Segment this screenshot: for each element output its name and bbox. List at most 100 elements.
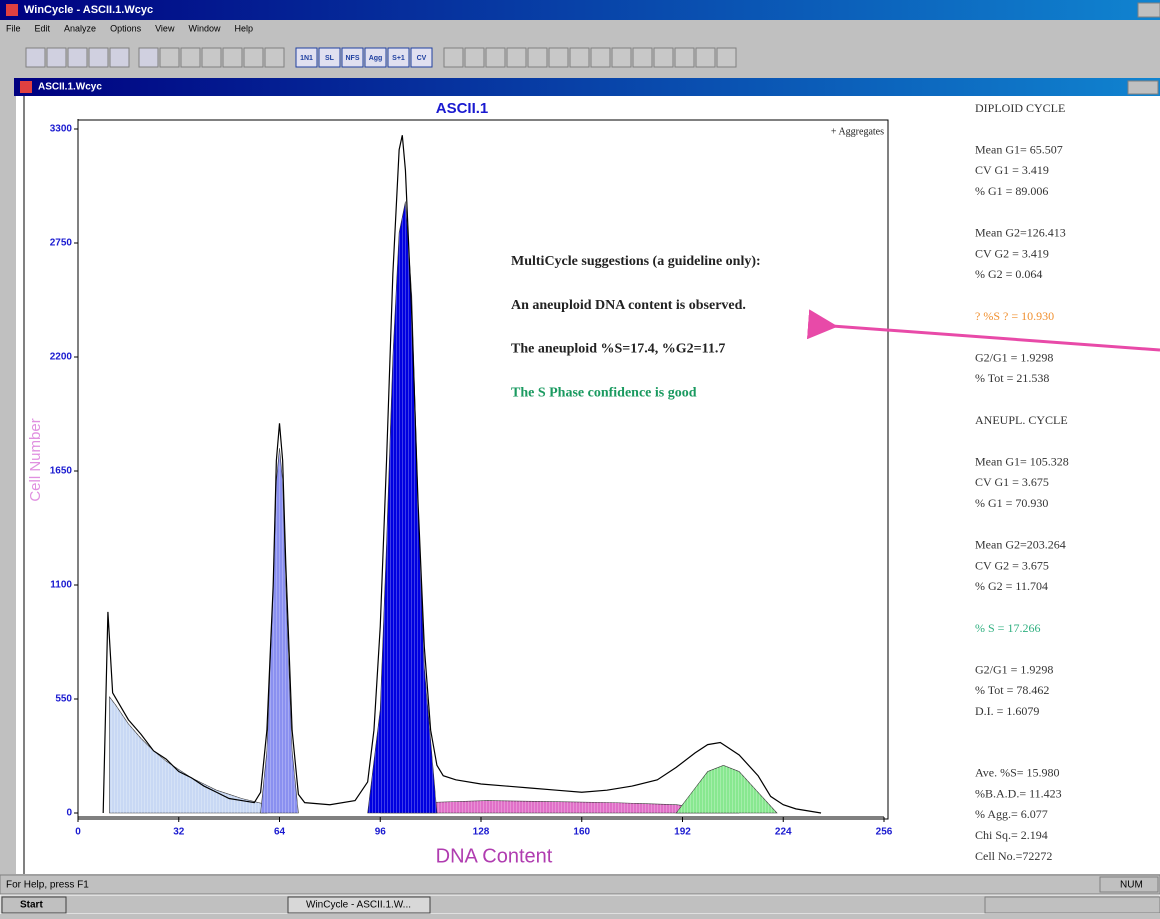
plot-frame	[77, 119, 889, 820]
tool-button[interactable]	[138, 47, 159, 68]
menu-item[interactable]: Options	[110, 23, 142, 33]
tool-button[interactable]	[67, 47, 88, 68]
x-tick-label: 64	[274, 827, 286, 838]
y-tick-label: 0	[66, 808, 72, 819]
tool-label: Agg	[369, 55, 383, 62]
tool-button[interactable]	[674, 47, 695, 68]
annotation: + Aggregates	[831, 126, 884, 137]
y-tick-label: 550	[55, 694, 72, 705]
y-tick-label: 1100	[50, 580, 72, 591]
stat-line: CV G1 = 3.419	[975, 163, 1049, 177]
tool-button[interactable]	[716, 47, 737, 68]
menu-item[interactable]: Window	[188, 23, 221, 33]
tool-label: 1N1	[300, 55, 313, 62]
tool-button[interactable]	[464, 47, 485, 68]
tool-button[interactable]	[485, 47, 506, 68]
tool-button[interactable]	[25, 47, 46, 68]
tool-button[interactable]	[410, 47, 433, 68]
area-hatch	[676, 765, 777, 813]
stat-line: Mean G2=203.264	[975, 538, 1066, 552]
area-hatch	[260, 448, 299, 813]
x-tick-label: 128	[473, 827, 490, 838]
suggestion: MultiCycle suggestions (a guideline only…	[511, 254, 761, 269]
stat-line: % Agg.= 6.077	[975, 807, 1048, 821]
stat-line: CV G2 = 3.675	[975, 558, 1049, 572]
y-tick-label: 2750	[50, 238, 73, 249]
menu-item[interactable]: File	[6, 23, 21, 33]
tool-button[interactable]	[695, 47, 716, 68]
tool-button[interactable]	[590, 47, 611, 68]
suggestion: An aneuploid DNA content is observed.	[511, 298, 746, 313]
menu-item[interactable]: Analyze	[64, 23, 96, 33]
stat-line: CV G1 = 3.675	[975, 475, 1049, 489]
tool-button[interactable]	[387, 47, 410, 68]
tool-button[interactable]	[264, 47, 285, 68]
tool-button[interactable]	[443, 47, 464, 68]
x-tick-label: 224	[775, 827, 792, 838]
stat-line: % Tot = 78.462	[975, 683, 1049, 697]
stat-line: % G1 = 70.930	[975, 496, 1048, 510]
doc-controls[interactable]	[1127, 80, 1159, 95]
tool-button[interactable]	[159, 47, 180, 68]
x-axis-label: DNA Content	[436, 845, 553, 867]
stat-line: G2/G1 = 1.9298	[975, 662, 1053, 676]
chart: ASCII.1 + Aggregates DNA Content Cell Numbe…	[27, 100, 893, 867]
menu-bg	[0, 20, 1160, 36]
window-title: WinCycle - ASCII.1.Wcyc	[24, 4, 153, 16]
window-controls[interactable]	[1137, 2, 1160, 18]
y-tick-label: 2200	[50, 352, 73, 363]
x-tick-label: 192	[674, 827, 691, 838]
stat-line: Mean G1= 65.507	[975, 142, 1063, 156]
start-button[interactable]	[1, 896, 67, 914]
tool-button[interactable]	[243, 47, 264, 68]
pointer-arrow	[806, 309, 1160, 352]
tool-button[interactable]	[222, 47, 243, 68]
stats-panel: DIPLOID CYCLE Mean G1= 65.507 CV G1 = 3.41…	[975, 101, 1069, 863]
status-pane	[1099, 876, 1159, 893]
stat-line: % G1 = 89.006	[975, 184, 1048, 198]
task-label: WinCycle - ASCII.1.W...	[306, 900, 411, 911]
stat-line: D.I. = 1.6079	[975, 704, 1039, 718]
stat-line: Mean G2=126.413	[975, 226, 1066, 240]
title-bar	[0, 0, 1160, 20]
tool-button[interactable]	[548, 47, 569, 68]
menu-item[interactable]: Help	[234, 23, 253, 33]
tool-button[interactable]	[653, 47, 674, 68]
stat-line: G2/G1 = 1.9298	[975, 350, 1053, 364]
tool-button[interactable]	[569, 47, 590, 68]
doc-title: ASCII.1.Wcyc	[38, 82, 102, 93]
tool-label: SL	[325, 55, 335, 62]
area-hatch	[380, 800, 740, 813]
stat-line: Ave. %S= 15.980	[975, 766, 1060, 780]
menu-item[interactable]: View	[155, 23, 175, 33]
tool-button[interactable]	[341, 47, 364, 68]
tool-button[interactable]	[46, 47, 67, 68]
tool-button[interactable]	[632, 47, 653, 68]
tool-button[interactable]	[506, 47, 527, 68]
tool-button[interactable]	[109, 47, 130, 68]
doc-title-bar	[14, 78, 1160, 96]
tool-label: S+1	[392, 55, 405, 62]
tool-button[interactable]	[318, 47, 341, 68]
tool-button[interactable]	[611, 47, 632, 68]
y-tick-label: 3300	[50, 124, 73, 135]
status-help: For Help, press F1	[6, 880, 89, 891]
tool-button[interactable]	[364, 47, 387, 68]
x-tick-label: 160	[573, 827, 590, 838]
toolbar: 1N1 SL NFS Agg S+1 CV	[0, 38, 1160, 76]
tool-label: NFS	[346, 55, 360, 62]
stat-line: % Tot = 21.538	[975, 371, 1049, 385]
x-tick-label: 0	[75, 827, 81, 838]
tool-button[interactable]	[295, 47, 318, 68]
tool-button[interactable]	[527, 47, 548, 68]
task-button[interactable]	[287, 896, 431, 914]
stat-line: % S = 17.266	[975, 621, 1040, 635]
stat-line: CV G2 = 3.419	[975, 246, 1049, 260]
tool-button[interactable]	[201, 47, 222, 68]
y-tick-label: 1650	[50, 466, 73, 477]
tool-button[interactable]	[88, 47, 109, 68]
tool-button[interactable]	[180, 47, 201, 68]
menu-item[interactable]: Edit	[35, 23, 51, 33]
stat-line: % G2 = 0.064	[975, 267, 1042, 281]
